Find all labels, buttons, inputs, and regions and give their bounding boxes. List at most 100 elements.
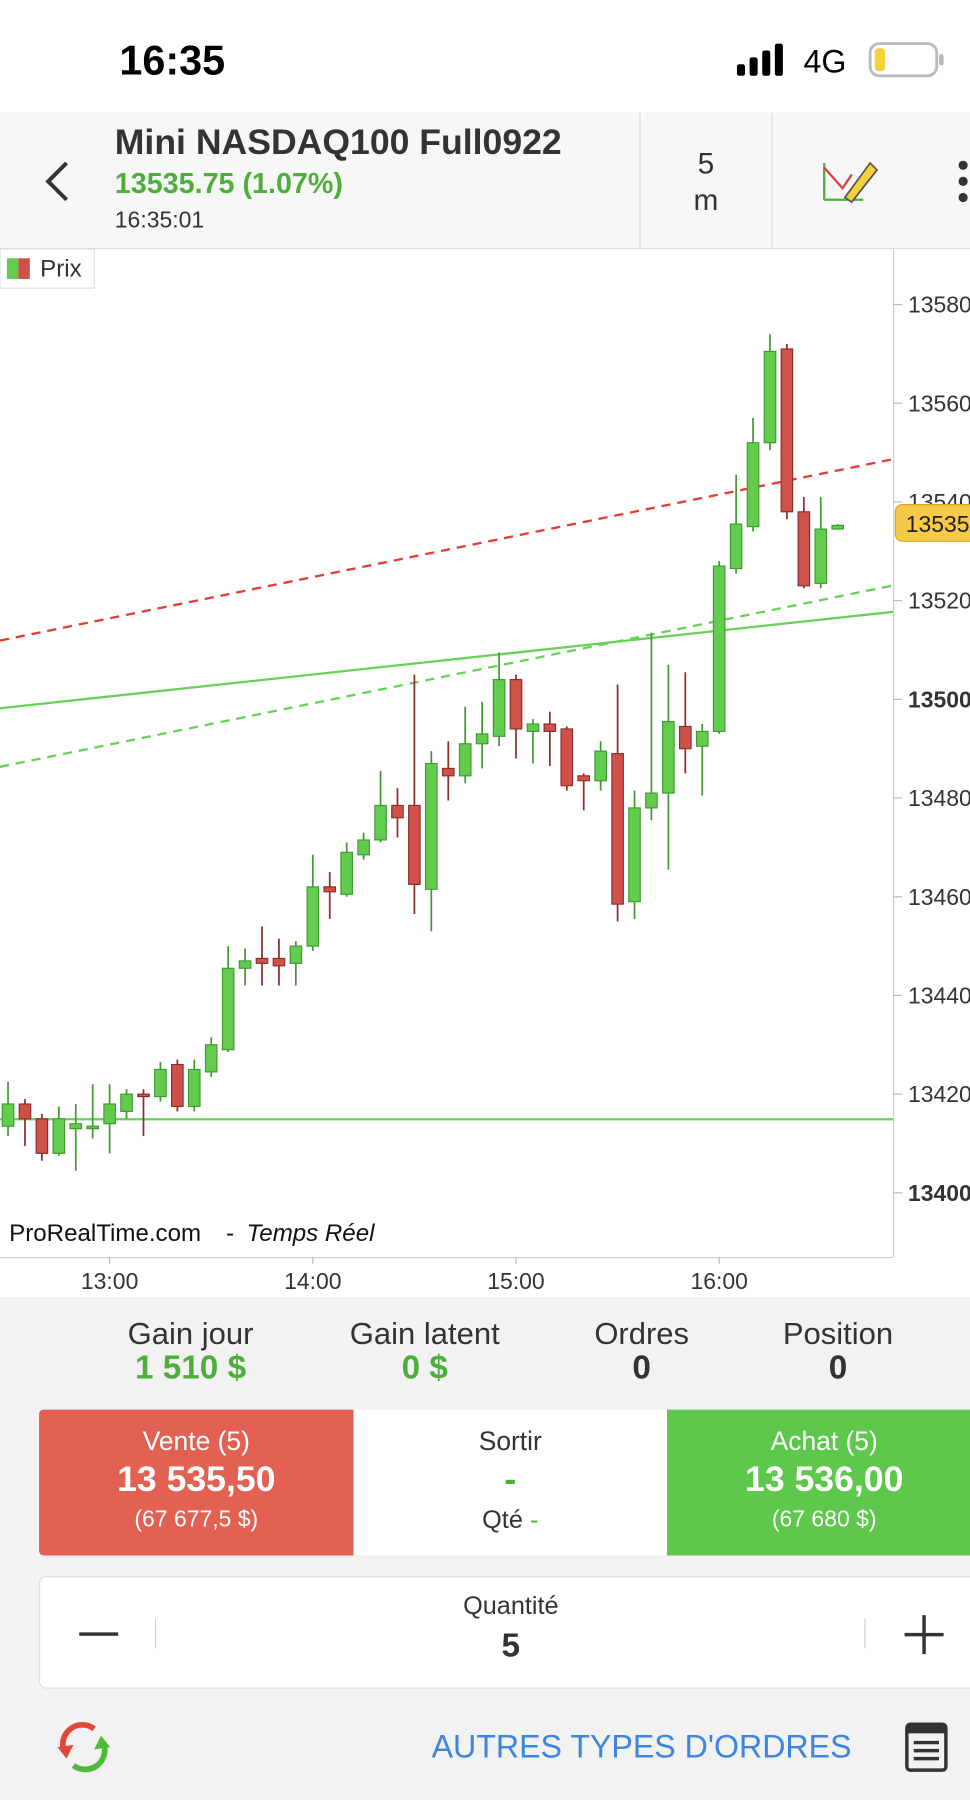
list-icon[interactable] [905, 1722, 951, 1773]
candle-body [662, 720, 675, 794]
candle-body [695, 730, 709, 747]
candle-body [86, 1125, 100, 1130]
stat-label: Gain latent [349, 1316, 500, 1352]
source-mode: Temps Réel [247, 1220, 375, 1247]
exit-button[interactable]: Sortir - Qté - [353, 1409, 667, 1556]
qty-label: Qté [482, 1504, 523, 1534]
status-bar: 16:35 4G [0, 0, 970, 113]
y-tick-label: 13580 [908, 292, 970, 318]
legend-swatch [18, 258, 30, 279]
y-tick-label: 13400 [908, 1180, 970, 1206]
divider [154, 1618, 157, 1649]
instrument-time: 16:35:01 [114, 207, 205, 234]
x-tick-label: 14:00 [284, 1268, 341, 1294]
legend-swatch [6, 258, 19, 279]
buy-button[interactable]: Achat (5) 13 536,00 (67 680 $) [666, 1409, 970, 1556]
buy-label: Achat (5) [770, 1425, 878, 1456]
quantity-box: Quantité 5 [39, 1576, 970, 1689]
candle-body [560, 728, 574, 787]
candle-body [340, 851, 353, 895]
other-orders-link[interactable]: AUTRES TYPES D'ORDRES [431, 1728, 852, 1765]
header: Mini NASDAQ100 Full0922 13535.75 (1.07%)… [0, 112, 970, 250]
divider [771, 112, 773, 248]
quantity-label: Quantité [463, 1591, 559, 1620]
refresh-icon[interactable] [55, 1720, 112, 1775]
candle-body [255, 957, 269, 964]
trend-line [0, 610, 894, 710]
candle-body [441, 767, 455, 777]
trend-line [0, 458, 894, 642]
sell-price: 13 535,50 [117, 1459, 276, 1500]
stat-label: Gain jour [127, 1316, 254, 1352]
y-tick-label: 13420 [908, 1081, 970, 1107]
candle-body [628, 807, 641, 903]
last-price-tag [894, 503, 970, 542]
network: 4G [803, 43, 847, 80]
chart-background [0, 249, 970, 1298]
candle-body [357, 839, 370, 856]
decrease-button[interactable] [79, 1632, 119, 1636]
candle-body [306, 886, 320, 947]
candle-body [679, 725, 692, 750]
candle-body [509, 679, 523, 730]
sell-button[interactable]: Vente (5) 13 535,50 (67 677,5 $) [39, 1409, 354, 1556]
candle-body [18, 1103, 32, 1120]
clock: 16:35 [119, 36, 226, 84]
candle-body [374, 804, 387, 841]
instrument-title: Mini NASDAQ100 Full0922 [114, 121, 562, 162]
source: ProRealTime.com [9, 1220, 201, 1247]
candle-body [425, 762, 438, 890]
increase-button[interactable] [903, 1614, 944, 1655]
exit-label: Sortir [478, 1425, 542, 1456]
candle-body [289, 945, 303, 964]
exit-value: - [504, 1459, 517, 1500]
candle-body [171, 1063, 184, 1108]
y-tick-label: 13560 [908, 390, 970, 416]
candle-body [391, 804, 404, 819]
candle-body [204, 1044, 218, 1073]
candle-body [577, 775, 591, 782]
candle-body [763, 350, 777, 444]
candle-body [645, 792, 658, 809]
divider [864, 1618, 866, 1649]
divider [639, 112, 641, 248]
candle-body [797, 511, 811, 587]
buy-price: 13 536,00 [745, 1459, 904, 1500]
y-tick-label: 13440 [908, 982, 970, 1008]
stat-label: Ordres [594, 1316, 690, 1352]
drawing-tool-button[interactable] [817, 154, 881, 209]
candle-body [103, 1103, 116, 1125]
candle-body [238, 960, 252, 969]
stat-value: 0 [828, 1349, 848, 1387]
menu-button[interactable] [953, 158, 970, 209]
stat-value: 0 [632, 1349, 651, 1387]
x-tick-label: 16:00 [690, 1268, 747, 1294]
trend-lines [0, 458, 894, 1121]
battery-icon [868, 42, 944, 78]
signal-icon [736, 43, 783, 76]
source-separator: - [226, 1220, 234, 1247]
candle-body [746, 442, 760, 528]
candle-body [272, 957, 286, 967]
candle-body [408, 804, 421, 885]
candle-body [831, 524, 845, 530]
sell-amount: (67 677,5 $) [134, 1507, 259, 1533]
timeframe-value: 5 [697, 145, 715, 181]
candle-body [526, 723, 540, 732]
instrument-price: 13535.75 (1.07%) [114, 167, 343, 200]
candle-body [137, 1093, 150, 1098]
quantity-value: 5 [501, 1627, 521, 1665]
buy-amount: (67 680 $) [771, 1507, 877, 1533]
x-tick-label: 13:00 [81, 1268, 138, 1294]
back-button[interactable] [39, 158, 76, 204]
sell-label: Vente (5) [142, 1425, 250, 1456]
y-tick-label: 13520 [908, 588, 970, 614]
legend: Prix [0, 249, 95, 289]
candle-body [475, 733, 489, 745]
y-tick-label: 13460 [908, 884, 970, 910]
y-tick-label: 13500 [908, 686, 970, 712]
candle-body [611, 753, 624, 905]
